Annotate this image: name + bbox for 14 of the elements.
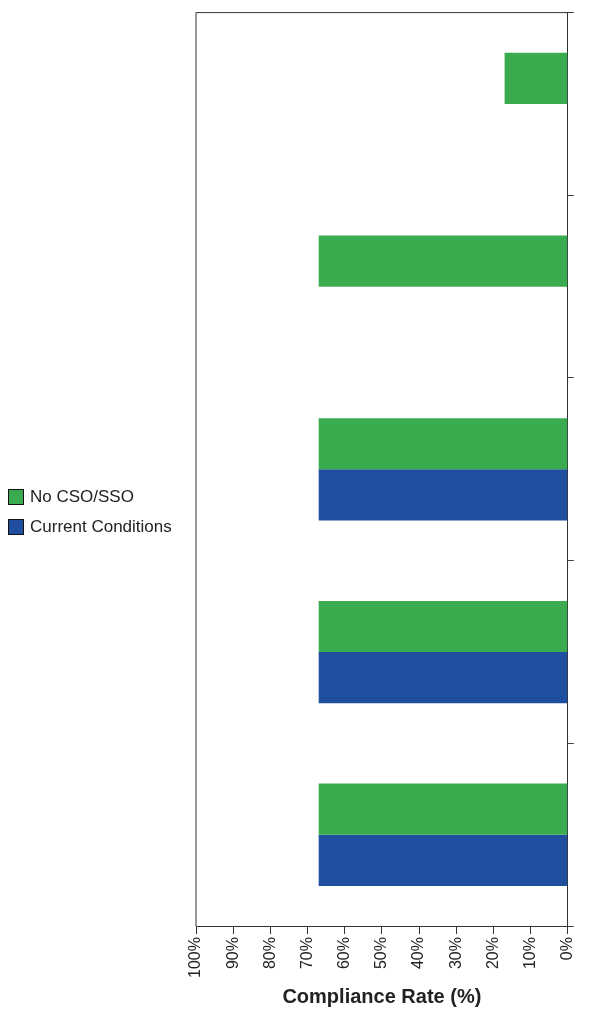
x-tick-label: 30% bbox=[446, 937, 464, 970]
x-tick-label: 10% bbox=[520, 937, 538, 970]
x-tick-label: 50% bbox=[372, 937, 390, 970]
x-tick-label: 60% bbox=[334, 937, 352, 970]
x-tick-label: 80% bbox=[260, 937, 278, 970]
x-tick-label: 40% bbox=[409, 937, 427, 970]
x-tick-label: 0% bbox=[557, 937, 575, 961]
x-tick-label: 20% bbox=[483, 937, 501, 970]
x-tick-label: 90% bbox=[223, 937, 241, 970]
legend-label: Current Conditions bbox=[30, 516, 172, 537]
x-axis-title: Compliance Rate (%) bbox=[282, 984, 482, 1007]
x-tick-label: 70% bbox=[297, 937, 315, 970]
legend-label: No CSO/SSO bbox=[30, 486, 134, 507]
x-tick-label: 100% bbox=[186, 937, 204, 978]
